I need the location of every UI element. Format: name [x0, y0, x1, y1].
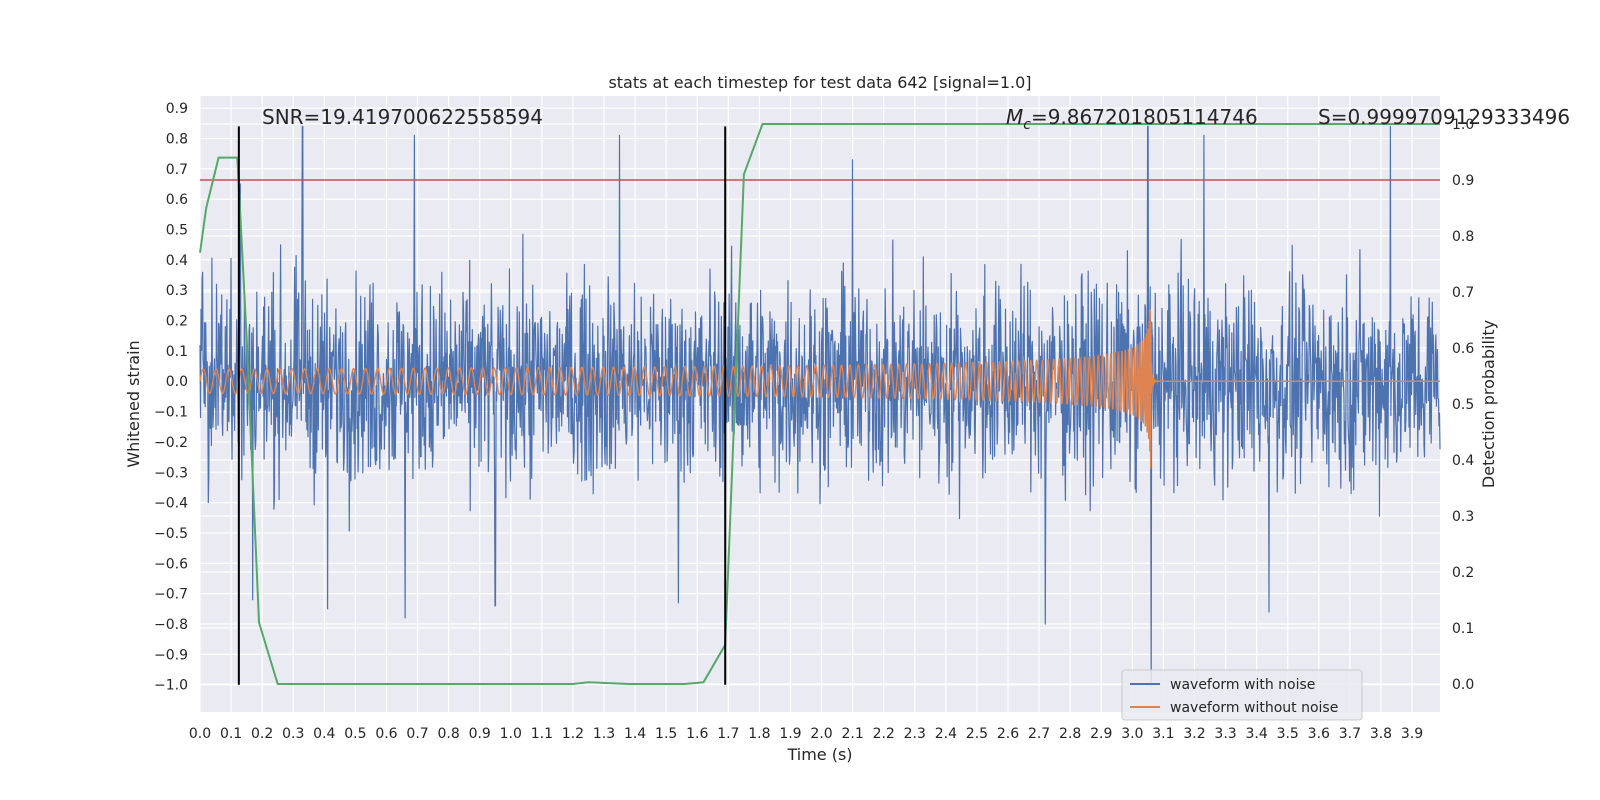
- y-tick-label: 0.2: [166, 314, 188, 330]
- x-tick-label: 3.4: [1246, 726, 1268, 742]
- y-tick-label: −0.9: [154, 647, 188, 663]
- x-tick-label: 0.2: [251, 726, 273, 742]
- legend: waveform with noise waveform without noi…: [1121, 669, 1363, 721]
- y-tick-label: −0.4: [154, 496, 188, 512]
- series-detection-probability: [199, 123, 1440, 685]
- x-tick-label: 0.3: [282, 726, 304, 742]
- legend-label-noise: waveform with noise: [1170, 677, 1315, 693]
- series-waveform-without-noise: [199, 308, 1441, 469]
- x-tick-label: 1.9: [779, 726, 801, 742]
- y-tick-label: −0.2: [154, 435, 188, 451]
- y2-tick-label: 1.0: [1452, 117, 1474, 133]
- chirp-mass-subscript: c: [1023, 117, 1031, 133]
- x-tick-label: 0.7: [406, 726, 428, 742]
- y-tick-label: 0.3: [166, 283, 188, 299]
- x-tick-label: 3.2: [1183, 726, 1205, 742]
- x-tick-label: 2.0: [810, 726, 832, 742]
- x-tick-label: 1.0: [500, 726, 522, 742]
- y-tick-label: 0.6: [166, 192, 188, 208]
- y-tick-label: −1.0: [154, 678, 188, 694]
- x-tick-label: 2.7: [1028, 726, 1050, 742]
- y-tick-label: 0.0: [166, 374, 188, 390]
- y-tick-label: 0.8: [166, 131, 188, 147]
- y2-axis-ticks: 0.0 0.1 0.2 0.3 0.4 0.5 0.6 0.7 0.8 0.9 1.0: [1452, 117, 1474, 693]
- chirp-mass-value: =9.867201805114746: [1031, 105, 1258, 129]
- x-tick-label: 1.4: [624, 726, 646, 742]
- x-tick-label: 2.4: [935, 726, 957, 742]
- x-tick-label: 2.5: [966, 726, 988, 742]
- y2-tick-label: 0.4: [1452, 453, 1474, 469]
- x-tick-label: 3.9: [1401, 726, 1423, 742]
- significance-annotation: S=0.9999709129333496: [1318, 105, 1570, 129]
- y-tick-label: −0.5: [154, 526, 188, 542]
- y-tick-label: −0.8: [154, 617, 188, 633]
- x-tick-label: 2.6: [997, 726, 1019, 742]
- y-tick-label: −0.7: [154, 587, 188, 603]
- x-tick-label: 3.1: [1152, 726, 1174, 742]
- y2-tick-label: 0.2: [1452, 565, 1474, 581]
- y2-tick-label: 0.6: [1452, 341, 1474, 357]
- x-tick-label: 1.8: [748, 726, 770, 742]
- x-tick-label: 2.1: [841, 726, 863, 742]
- plot-content: [199, 123, 1441, 686]
- y2-tick-label: 0.8: [1452, 229, 1474, 245]
- y2-tick-label: 0.7: [1452, 285, 1474, 301]
- legend-box: [1121, 669, 1363, 721]
- x-axis-label: Time (s): [786, 745, 852, 764]
- y2-tick-label: 0.0: [1452, 677, 1474, 693]
- x-tick-label: 2.2: [873, 726, 895, 742]
- y2-tick-label: 0.5: [1452, 397, 1474, 413]
- y-tick-label: 0.4: [166, 253, 188, 269]
- chart-title: stats at each timestep for test data 642…: [608, 73, 1031, 92]
- snr-annotation: SNR=19.419700622558594: [262, 105, 543, 129]
- x-axis-ticks: 0.0 0.1 0.2 0.3 0.4 0.5 0.6 0.7 0.8 0.9 1.0 1.1 1.2 1…: [189, 726, 1423, 742]
- y-tick-label: 0.7: [166, 162, 188, 178]
- chirp-mass-symbol: M: [1006, 105, 1023, 129]
- series-waveform-with-noise: [199, 125, 1441, 686]
- y-tick-label: −0.6: [154, 556, 188, 572]
- y-tick-label: 0.1: [166, 344, 188, 360]
- x-tick-label: 3.7: [1339, 726, 1361, 742]
- x-tick-label: 3.5: [1277, 726, 1299, 742]
- y2-tick-label: 0.1: [1452, 621, 1474, 637]
- y-axis-ticks: −1.0 −0.9 −0.8 −0.7 −0.6 −0.5 −0.4 −0.3 −0.2 −0.1…: [154, 101, 188, 694]
- x-tick-label: 0.9: [469, 726, 491, 742]
- x-tick-label: 0.8: [437, 726, 459, 742]
- x-tick-label: 1.2: [562, 726, 584, 742]
- x-tick-label: 0.0: [189, 726, 211, 742]
- x-tick-label: 1.6: [686, 726, 708, 742]
- x-tick-label: 1.7: [717, 726, 739, 742]
- x-tick-label: 0.1: [220, 726, 242, 742]
- y-tick-label: −0.3: [154, 465, 188, 481]
- x-tick-label: 3.8: [1370, 726, 1392, 742]
- x-tick-label: 3.3: [1214, 726, 1236, 742]
- x-tick-label: 1.3: [593, 726, 615, 742]
- x-tick-label: 0.4: [313, 726, 335, 742]
- x-tick-label: 0.6: [375, 726, 397, 742]
- x-tick-label: 3.6: [1308, 726, 1330, 742]
- y-tick-label: 0.9: [166, 101, 188, 117]
- y2-axis-label: Detection probability: [1479, 320, 1498, 488]
- y-axis-label: Whitened strain: [124, 340, 143, 467]
- x-tick-label: 1.1: [531, 726, 553, 742]
- y2-tick-label: 0.3: [1452, 509, 1474, 525]
- x-tick-label: 2.9: [1090, 726, 1112, 742]
- x-tick-label: 1.5: [655, 726, 677, 742]
- x-tick-label: 2.8: [1059, 726, 1081, 742]
- y2-tick-label: 0.9: [1452, 173, 1474, 189]
- x-tick-label: 3.0: [1121, 726, 1143, 742]
- y-tick-label: 0.5: [166, 223, 188, 239]
- y-tick-label: −0.1: [154, 405, 188, 421]
- legend-label-clean: waveform without noise: [1170, 700, 1338, 716]
- chirp-mass-annotation: Mc=9.867201805114746: [1006, 105, 1258, 133]
- x-tick-label: 2.3: [904, 726, 926, 742]
- x-tick-label: 0.5: [344, 726, 366, 742]
